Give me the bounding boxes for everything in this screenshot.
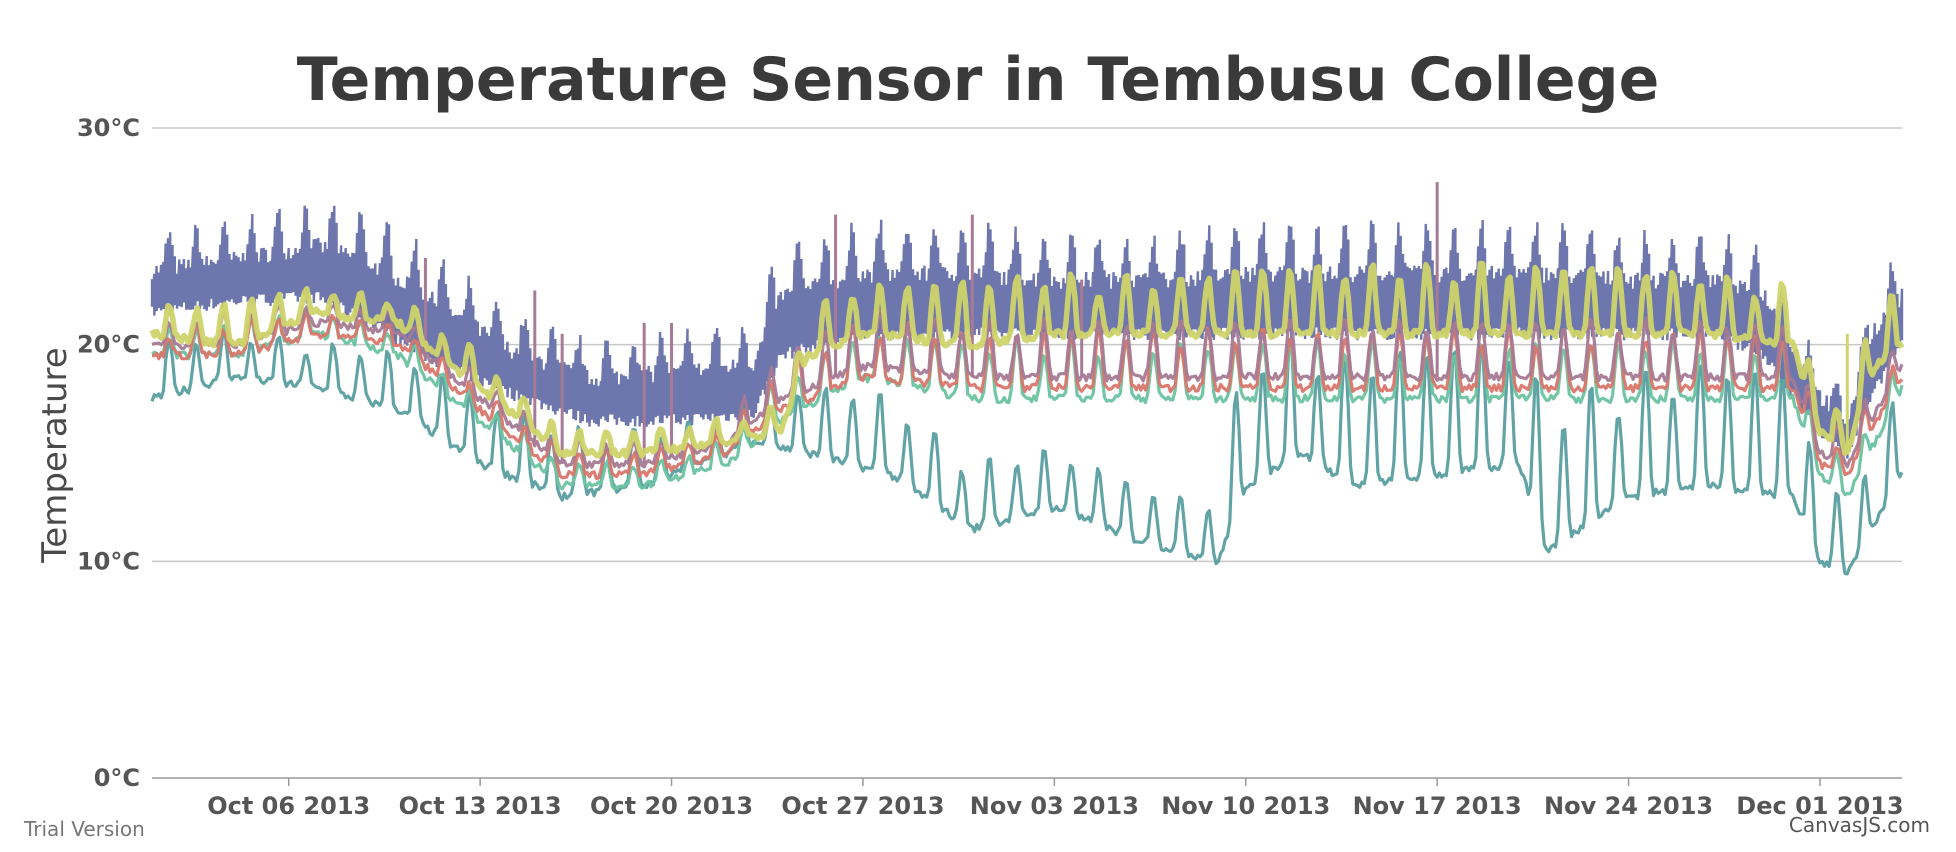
series-line [149,260,1905,459]
x-tick-label: Nov 10 2013 [1161,792,1330,820]
x-tick-label: Oct 06 2013 [207,792,370,820]
x-tick-label: Oct 27 2013 [781,792,944,820]
x-tick-label: Nov 17 2013 [1353,792,1522,820]
x-tick-label: Nov 24 2013 [1544,792,1713,820]
y-tick-label: 30°C [77,114,140,142]
x-tick-label: Dec 01 2013 [1736,792,1903,820]
series-line [152,308,1904,480]
y-tick-label: 0°C [94,764,140,792]
axes: 0°C 10°C 20°C 30°C Oct 06 2013 Oct 13 2013 Oct… [77,114,1904,820]
trial-version-watermark: Trial Version [23,817,145,841]
x-tick-label: Oct 20 2013 [590,792,753,820]
y-tick-label: 20°C [77,331,140,359]
series-line [151,312,1904,497]
x-tick-label: Nov 03 2013 [970,792,1139,820]
series-group [149,182,1905,576]
x-tick-label: Oct 13 2013 [399,792,562,820]
chart-title: Temperature Sensor in Tembusu College [297,45,1660,115]
series-line [150,329,1904,576]
y-tick-label: 10°C [77,547,140,575]
y-axis-label: Temperature [35,347,75,563]
canvasjs-watermark[interactable]: CanvasJS.com [1789,813,1930,837]
